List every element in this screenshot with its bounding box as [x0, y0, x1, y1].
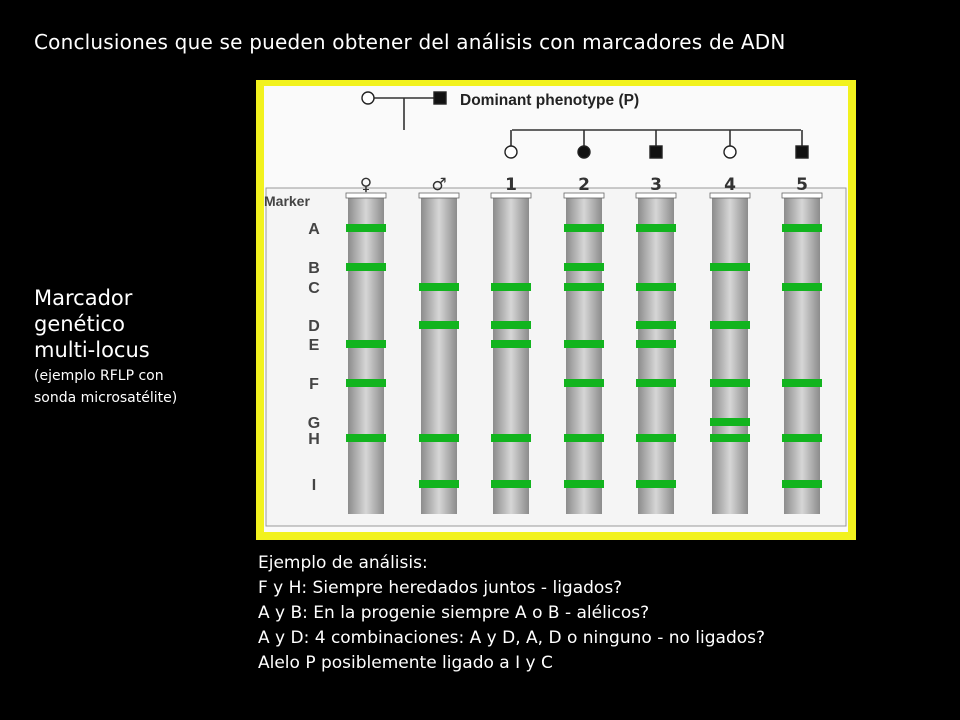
slide-title: Conclusiones que se pueden obtener del a…	[34, 30, 786, 54]
gel-lane	[712, 196, 748, 514]
analysis-line: Ejemplo de análisis:	[258, 553, 428, 573]
unaffected-offspring-symbol	[723, 145, 737, 159]
marker-label: A	[308, 221, 320, 238]
gel-band	[346, 340, 386, 348]
gel-band	[564, 434, 604, 442]
lane-label: ♀	[360, 175, 372, 195]
gel-band	[419, 480, 459, 488]
marker-label: F	[309, 376, 319, 393]
side-note-line: sonda microsatélite)	[34, 390, 178, 406]
gel-band	[636, 480, 676, 488]
gel-band	[710, 321, 750, 329]
marker-header: Marker	[264, 193, 310, 209]
lane-label: 1	[505, 175, 517, 195]
gel-lane	[784, 196, 820, 514]
side-caption-line: Marcador	[34, 286, 133, 310]
gel-band	[710, 418, 750, 426]
pedigree-chart: Dominant phenotype (P)	[361, 91, 809, 159]
gel-band	[710, 434, 750, 442]
side-note-line: (ejemplo RFLP con	[34, 368, 164, 384]
gel-well	[563, 192, 605, 199]
gel-band	[636, 321, 676, 329]
marker-label: H	[308, 431, 320, 448]
pedigree-gel-figure: Dominant phenotype (P) Marker ♀ ♂ 1 2 3 4 5 A B…	[264, 86, 848, 532]
gel-band	[710, 263, 750, 271]
gel-band	[419, 321, 459, 329]
marker-label: B	[308, 260, 320, 277]
legend-label: Dominant phenotype (P)	[460, 92, 639, 109]
gel-well	[418, 192, 460, 199]
figure-frame: Dominant phenotype (P) Marker ♀ ♂ 1 2 3 4 5 A B…	[256, 80, 856, 540]
gel-panel: Marker ♀ ♂ 1 2 3 4 5 A BC DE F GH I	[264, 175, 847, 527]
gel-band	[782, 379, 822, 387]
gel-band	[491, 340, 531, 348]
lane-label: 5	[796, 175, 808, 195]
unaffected-offspring-symbol	[504, 145, 518, 159]
marker-label: G	[308, 415, 320, 432]
gel-well	[345, 192, 387, 199]
gel-lane	[566, 196, 602, 514]
affected-offspring-symbol	[795, 145, 809, 159]
gel-band	[564, 340, 604, 348]
lane-label: 3	[650, 175, 662, 195]
lane-label: 4	[724, 175, 736, 195]
affected-offspring-symbol	[577, 145, 591, 159]
marker-label: E	[309, 337, 320, 354]
gel-lane	[421, 196, 457, 514]
side-caption: Marcador genético multi-locus (ejemplo R…	[34, 285, 249, 409]
marker-label: D	[308, 318, 320, 335]
gel-band	[346, 224, 386, 232]
gel-band	[491, 480, 531, 488]
gel-band	[636, 434, 676, 442]
gel-band	[782, 224, 822, 232]
gel-band	[636, 340, 676, 348]
gel-band	[782, 434, 822, 442]
gel-lane	[493, 196, 529, 514]
marker-label: C	[308, 280, 320, 297]
gel-band	[564, 263, 604, 271]
gel-lane	[638, 196, 674, 514]
gel-band	[346, 434, 386, 442]
analysis-text: Ejemplo de análisis: F y H: Siempre here…	[258, 551, 765, 676]
marker-label: I	[312, 477, 316, 494]
gel-band	[710, 379, 750, 387]
side-caption-note: (ejemplo RFLP con sonda microsatélite)	[34, 365, 249, 409]
analysis-line: Alelo P posiblemente ligado a I y C	[258, 653, 553, 673]
gel-band	[491, 321, 531, 329]
gel-band	[419, 283, 459, 291]
gel-well	[709, 192, 751, 199]
lane-label: 2	[578, 175, 590, 195]
lane-label: ♂	[431, 175, 446, 195]
gel-band	[636, 379, 676, 387]
analysis-line: F y H: Siempre heredados juntos - ligado…	[258, 578, 623, 598]
gel-band	[564, 480, 604, 488]
gel-band	[782, 283, 822, 291]
gel-band	[636, 224, 676, 232]
side-caption-line: genético	[34, 312, 125, 336]
affected-parent-symbol	[433, 91, 447, 105]
unaffected-parent-symbol	[361, 91, 375, 105]
gel-lane	[348, 196, 384, 514]
gel-band	[491, 434, 531, 442]
gel-band	[782, 480, 822, 488]
analysis-line: A y B: En la progenie siempre A o B - al…	[258, 603, 650, 623]
side-caption-line: multi-locus	[34, 338, 150, 362]
gel-well	[781, 192, 823, 199]
gel-band	[346, 263, 386, 271]
gel-band	[636, 283, 676, 291]
affected-offspring-symbol	[649, 145, 663, 159]
gel-well	[490, 192, 532, 199]
gel-band	[564, 224, 604, 232]
analysis-line: A y D: 4 combinaciones: A y D, A, D o ni…	[258, 628, 766, 648]
gel-band	[346, 379, 386, 387]
side-caption-main: Marcador genético multi-locus	[34, 285, 249, 363]
gel-band	[419, 434, 459, 442]
gel-band	[564, 283, 604, 291]
gel-band	[564, 379, 604, 387]
gel-well	[635, 192, 677, 199]
gel-band	[491, 283, 531, 291]
